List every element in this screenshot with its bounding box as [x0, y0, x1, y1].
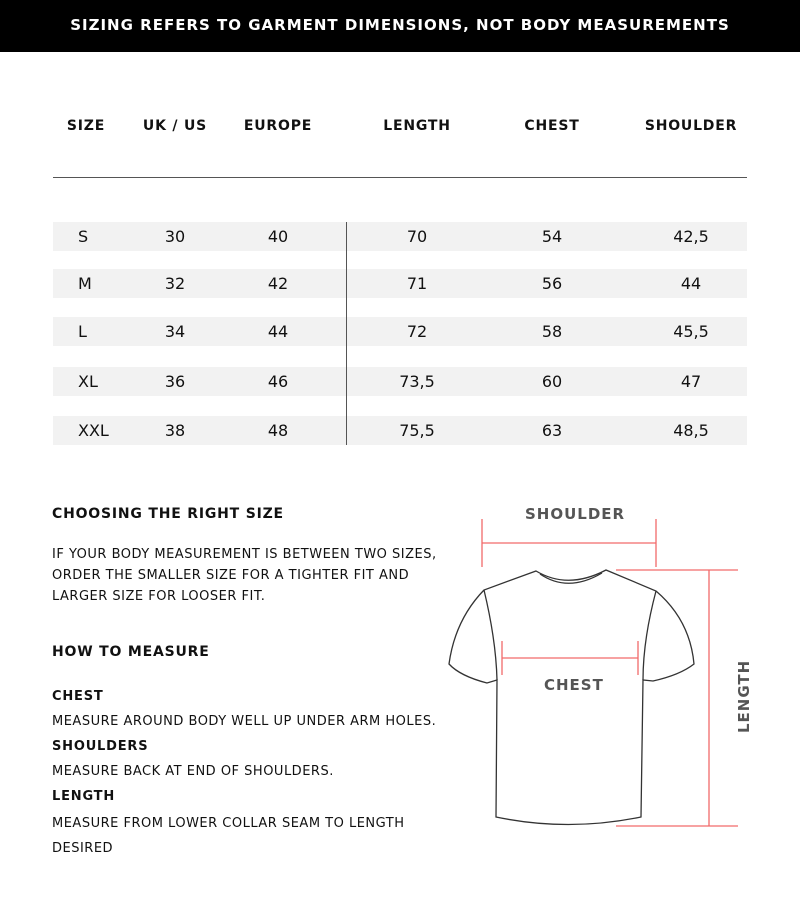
table-cell: 45,5 [673, 322, 709, 341]
header-divider [53, 177, 747, 178]
table-cell: 54 [541, 227, 563, 246]
chest-title: CHEST [52, 689, 104, 704]
header-shoulder: SHOULDER [644, 118, 738, 134]
table-cell: 71 [406, 274, 428, 293]
column-divider [346, 222, 347, 445]
table-cell: 56 [541, 274, 563, 293]
table-cell: M [78, 274, 92, 293]
how-title: HOW TO MEASURE [52, 644, 210, 660]
table-cell: 60 [541, 372, 563, 391]
length-label: LENGTH [735, 659, 753, 733]
header-europe: EUROPE [243, 118, 313, 134]
shoulders-title: SHOULDERS [52, 739, 149, 754]
shoulders-text: MEASURE BACK AT END OF SHOULDERS. [52, 764, 334, 779]
measurement-lines [481, 519, 738, 827]
table-row: XL 36 46 73,5 60 47 [53, 367, 747, 396]
length-text: MEASURE FROM LOWER COLLAR SEAM TO LENGTH… [52, 816, 405, 856]
header-length: LENGTH [383, 118, 451, 134]
table-row: L 34 44 72 58 45,5 [53, 317, 747, 346]
table-cell: 73,5 [399, 372, 435, 391]
table-cell: 48,5 [673, 421, 709, 440]
chest-label: CHEST [544, 676, 604, 694]
table-cell: 72 [406, 322, 428, 341]
table-cell: S [78, 227, 89, 246]
length-title: LENGTH [52, 789, 116, 804]
choosing-title: CHOOSING THE RIGHT SIZE [52, 506, 284, 522]
table-cell: 30 [164, 227, 186, 246]
table-cell: 48 [267, 421, 289, 440]
header-size: SIZE [66, 118, 106, 134]
choosing-text: IF YOUR BODY MEASUREMENT IS BETWEEN TWO … [52, 547, 437, 604]
table-row: M 32 42 71 56 44 [53, 269, 747, 298]
banner: SIZING REFERS TO GARMENT DIMENSIONS, NOT… [0, 0, 800, 52]
header-chest: CHEST [524, 118, 580, 134]
table-cell: 44 [267, 322, 289, 341]
table-cell: 47 [680, 372, 702, 391]
table-cell: 46 [267, 372, 289, 391]
table-cell: 42 [267, 274, 289, 293]
table-cell: L [78, 322, 87, 341]
table-cell: XL [78, 372, 98, 391]
header-uk-us: UK / US [142, 118, 208, 134]
tshirt-illustration [448, 569, 695, 826]
table-cell: 34 [164, 322, 186, 341]
table-cell: 42,5 [673, 227, 709, 246]
table-cell: 38 [164, 421, 186, 440]
table-row: XXL 38 48 75,5 63 48,5 [53, 416, 747, 445]
table-cell: 58 [541, 322, 563, 341]
table-cell: 75,5 [399, 421, 435, 440]
table-row: S 30 40 70 54 42,5 [53, 222, 747, 251]
table-cell: 32 [164, 274, 186, 293]
table-cell: 44 [680, 274, 702, 293]
table-cell: 36 [164, 372, 186, 391]
table-cell: 40 [267, 227, 289, 246]
table-cell: XXL [78, 421, 109, 440]
table-cell: 63 [541, 421, 563, 440]
table-cell: 70 [406, 227, 428, 246]
shoulder-label: SHOULDER [525, 505, 626, 523]
chest-text: MEASURE AROUND BODY WELL UP UNDER ARM HO… [52, 714, 437, 729]
